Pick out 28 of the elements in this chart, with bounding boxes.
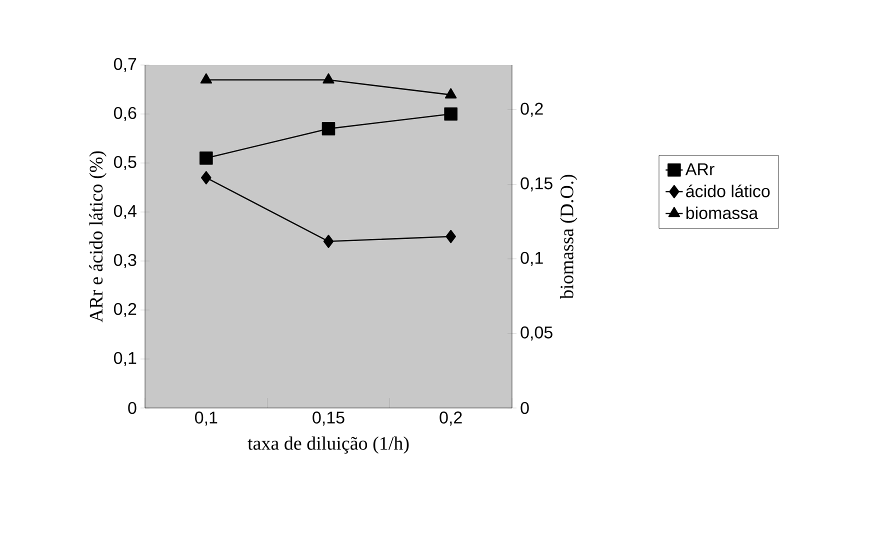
y-tick-label: 0	[128, 402, 136, 414]
x-tick-label: 0,15	[312, 412, 344, 426]
point	[201, 171, 212, 184]
y-tick-label: 0,5	[114, 156, 136, 170]
y-tick-label: 0,7	[114, 58, 136, 72]
point	[200, 151, 213, 165]
legend-label: ARr	[685, 163, 714, 176]
x-tick-label: 0,2	[440, 412, 462, 426]
y-tick-label: 0,6	[114, 106, 136, 122]
legend-label: ácido lático	[686, 184, 770, 198]
point	[322, 122, 336, 136]
x-axis-title: taxa de diluição (1/h)	[248, 436, 409, 454]
point	[323, 234, 334, 248]
x-tick-label: 0,1	[195, 412, 218, 426]
y2-tick-label: 0,15	[520, 177, 552, 192]
y-axis-title: ARr e ácido lático (%)	[89, 151, 106, 322]
y2-tick-label: 0,05	[520, 326, 552, 340]
y-tick-label: 0,4	[114, 204, 136, 220]
y-tick-label: 0,1	[114, 352, 136, 366]
y2-tick-label: 0,2	[520, 102, 543, 117]
point	[446, 230, 456, 244]
y-tick-label: 0,2	[114, 302, 136, 318]
point	[444, 107, 458, 121]
legend-label: biomassa	[686, 206, 758, 220]
y2-axis-title: biomassa (D.O.)	[560, 174, 578, 300]
y2-tick-label: 0,1	[520, 252, 543, 266]
y2-tick-label: 0	[520, 402, 529, 414]
y-tick-label: 0,3	[114, 254, 136, 268]
